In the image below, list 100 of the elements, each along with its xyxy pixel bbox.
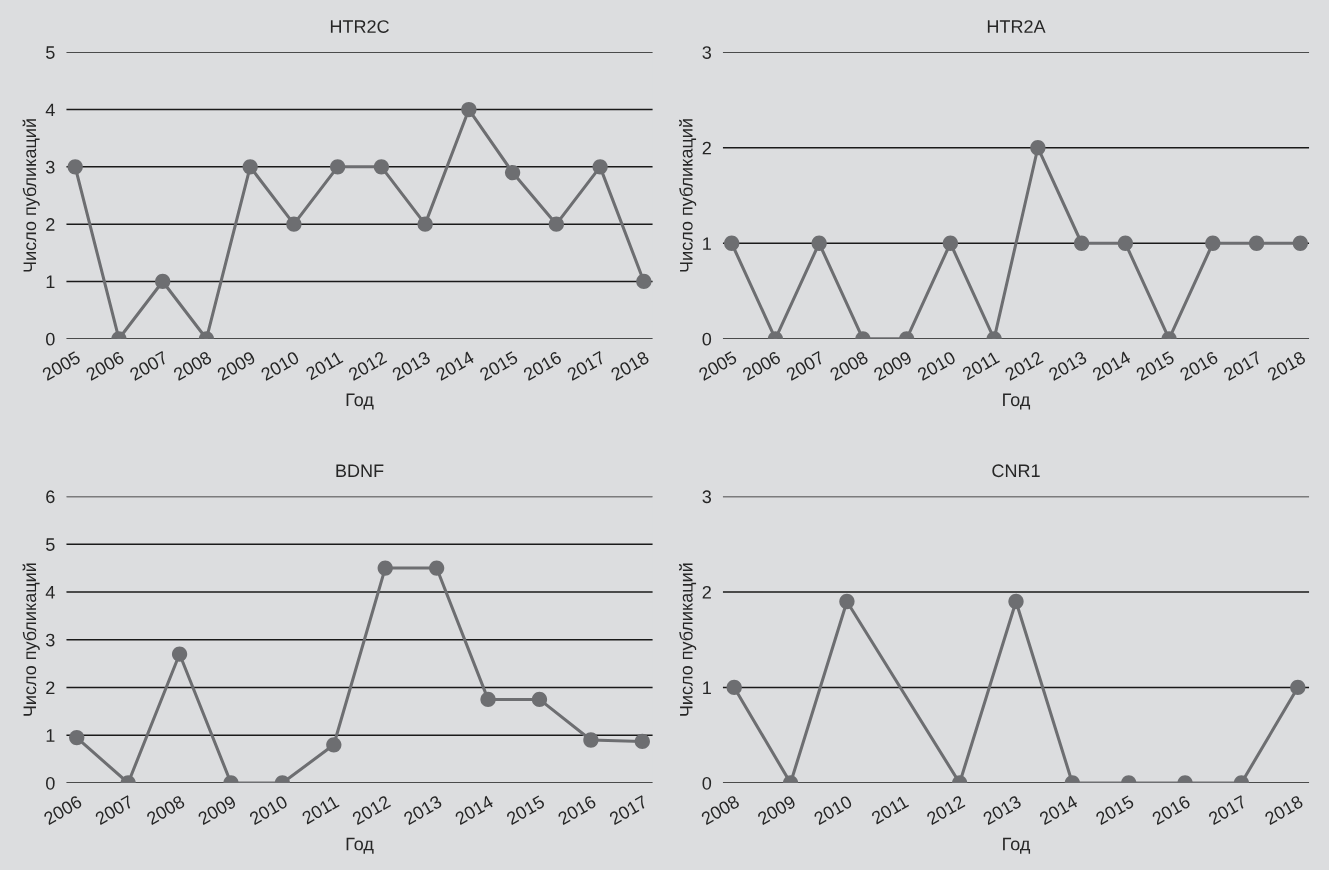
x-tick-label: 2009 xyxy=(197,794,237,826)
x-tick-label: 2014 xyxy=(454,794,495,826)
y-axis-title: Число публикаций xyxy=(22,119,40,272)
x-tick-label: 2014 xyxy=(1091,350,1132,382)
x-tick-label: 2018 xyxy=(610,350,650,382)
x-tick-label: 2008 xyxy=(700,794,741,826)
x-tick-label: 2012 xyxy=(1004,350,1044,382)
point xyxy=(592,159,608,175)
point xyxy=(636,273,652,290)
x-tick-label: 2010 xyxy=(248,794,289,826)
x-tick-label: 2017 xyxy=(1207,794,1248,826)
x-tick-label: 2018 xyxy=(1266,350,1307,382)
x-tick-label: 2010 xyxy=(260,350,300,382)
chart-title: HTR2C xyxy=(330,20,389,33)
y-tick-label: 0 xyxy=(702,776,712,790)
point xyxy=(583,732,599,748)
point xyxy=(377,560,393,576)
x-tick-label: 2016 xyxy=(1151,794,1192,826)
point xyxy=(286,216,302,232)
y-tick-label: 2 xyxy=(46,681,55,695)
point xyxy=(839,593,855,610)
point xyxy=(155,273,171,290)
x-tick-label: 2006 xyxy=(741,350,782,382)
x-tick-label: 2016 xyxy=(522,350,563,382)
x-tick-label: 2017 xyxy=(566,350,606,382)
x-tick-label: 2006 xyxy=(42,794,83,826)
point xyxy=(480,691,496,708)
x-axis-title: Год xyxy=(1003,393,1031,410)
y-tick-label: 4 xyxy=(45,586,55,599)
y-axis-title: Число публикаций xyxy=(679,563,697,716)
point xyxy=(330,159,346,175)
x-tick-label: 2011 xyxy=(305,350,344,381)
x-tick-label: 2016 xyxy=(557,794,597,826)
point xyxy=(634,733,650,750)
y-tick-label: 1 xyxy=(703,681,711,695)
x-tick-label: 2007 xyxy=(94,794,134,826)
y-tick-label: 0 xyxy=(46,776,55,790)
y-tick-label: 5 xyxy=(46,46,55,59)
y-tick-label: 1 xyxy=(46,275,55,289)
point xyxy=(461,101,477,118)
y-tick-label: 3 xyxy=(702,490,712,504)
x-tick-label: 2009 xyxy=(216,350,257,382)
y-axis-title: Число публикаций xyxy=(22,563,40,716)
x-tick-label: 2016 xyxy=(1179,350,1219,382)
point xyxy=(1008,593,1024,610)
x-tick-label: 2010 xyxy=(916,350,957,382)
x-tick-label: 2015 xyxy=(1094,794,1135,826)
y-tick-label: 1 xyxy=(703,237,711,250)
x-tick-label: 2013 xyxy=(391,350,432,382)
x-tick-label: 2008 xyxy=(172,350,213,382)
y-tick-label: 5 xyxy=(46,538,55,551)
x-axis-title: Год xyxy=(346,393,374,410)
point xyxy=(171,646,188,662)
x-tick-label: 2005 xyxy=(697,350,738,382)
x-tick-label: 2012 xyxy=(347,350,388,382)
x-tick-label: 2011 xyxy=(301,794,340,825)
chart-title: CNR1 xyxy=(992,464,1040,478)
point xyxy=(69,729,85,746)
point xyxy=(326,737,342,753)
x-tick-label: 2017 xyxy=(608,794,649,826)
x-tick-label: 2009 xyxy=(872,350,913,382)
x-tick-label: 2013 xyxy=(1047,350,1088,382)
x-tick-label: 2013 xyxy=(402,794,443,826)
chart-title: BDNF xyxy=(336,464,384,477)
y-tick-label: 1 xyxy=(46,729,55,742)
x-tick-label: 2014 xyxy=(435,350,476,382)
point xyxy=(504,164,521,181)
x-tick-label: 2007 xyxy=(128,350,169,382)
x-tick-label: 2012 xyxy=(351,794,392,826)
y-axis-title: Число публикаций xyxy=(679,119,697,272)
x-tick-label: 2014 xyxy=(1038,794,1079,826)
point xyxy=(429,560,445,576)
x-tick-label: 2008 xyxy=(145,794,186,826)
y-tick-label: 0 xyxy=(702,332,712,346)
x-tick-label: 2011 xyxy=(961,350,1000,381)
y-tick-label: 4 xyxy=(45,103,55,117)
x-tick-label: 2010 xyxy=(813,794,853,826)
point xyxy=(1290,679,1306,696)
point xyxy=(242,159,258,175)
y-tick-label: 2 xyxy=(702,141,711,155)
point xyxy=(417,216,433,232)
x-tick-label: 2009 xyxy=(756,794,797,826)
y-tick-label: 3 xyxy=(45,160,55,174)
point xyxy=(531,691,548,708)
x-tick-label: 2006 xyxy=(85,350,125,382)
y-tick-label: 3 xyxy=(702,46,712,59)
point xyxy=(373,159,390,175)
y-tick-label: 3 xyxy=(45,633,55,647)
chart-title: HTR2A xyxy=(987,20,1046,33)
x-tick-label: 2015 xyxy=(1135,350,1176,382)
point xyxy=(726,679,742,696)
x-tick-label: 2015 xyxy=(478,350,519,382)
x-tick-label: 2012 xyxy=(925,794,966,826)
point xyxy=(67,159,83,175)
y-tick-label: 2 xyxy=(702,585,711,599)
x-tick-label: 2007 xyxy=(785,350,826,382)
x-tick-label: 2013 xyxy=(982,794,1022,826)
y-tick-label: 6 xyxy=(46,490,55,504)
x-axis-title: Год xyxy=(1003,837,1031,854)
x-tick-label: 2015 xyxy=(505,794,546,826)
